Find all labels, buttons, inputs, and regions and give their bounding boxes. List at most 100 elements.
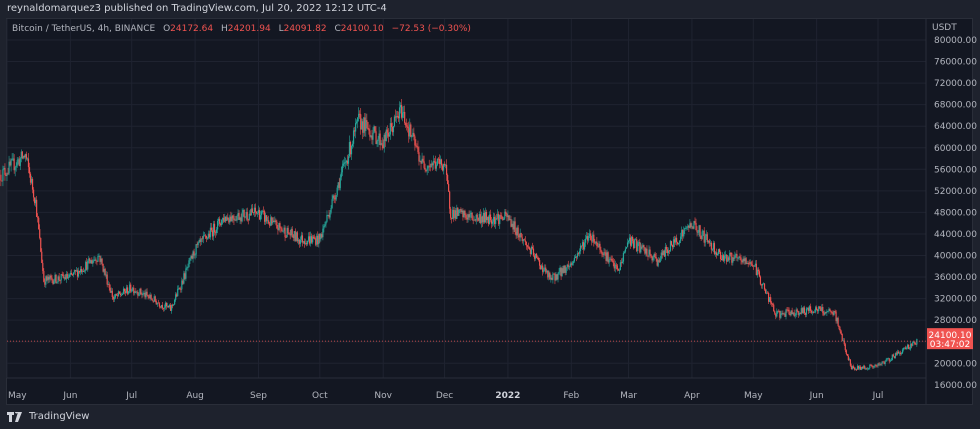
candle-body bbox=[35, 199, 37, 204]
candle-body bbox=[233, 218, 235, 221]
candle-body bbox=[517, 227, 519, 236]
candle-body bbox=[53, 281, 55, 284]
candle-body bbox=[487, 216, 490, 224]
candle-body bbox=[317, 235, 319, 245]
candle-body bbox=[208, 233, 211, 238]
candle-body bbox=[426, 168, 428, 171]
candle-body bbox=[84, 270, 86, 272]
candle-body bbox=[423, 161, 425, 168]
candle-body bbox=[311, 236, 313, 243]
candle-body bbox=[900, 353, 903, 355]
candle-body bbox=[574, 256, 576, 259]
candle-body bbox=[229, 216, 231, 223]
candle-body bbox=[589, 233, 591, 237]
candle-body bbox=[554, 273, 556, 281]
candle-body bbox=[577, 253, 580, 255]
candle-body bbox=[3, 168, 5, 170]
candle-body bbox=[639, 242, 641, 253]
candle-body bbox=[580, 245, 583, 247]
candle-body bbox=[459, 209, 461, 211]
candle-body bbox=[716, 253, 719, 256]
price-tick-label: 72000.00 bbox=[934, 79, 977, 89]
candle-body bbox=[543, 270, 545, 272]
candle-body bbox=[124, 291, 127, 293]
candle-body bbox=[385, 129, 387, 142]
candle-body bbox=[45, 276, 47, 285]
candle-body bbox=[881, 361, 883, 365]
candle-body bbox=[14, 167, 16, 171]
candle-body bbox=[248, 213, 250, 220]
candle-body bbox=[660, 252, 662, 259]
candle-body bbox=[599, 243, 601, 250]
candle-body bbox=[386, 129, 388, 133]
candle-body bbox=[674, 237, 677, 243]
candle-body bbox=[101, 258, 103, 264]
candle-body bbox=[672, 239, 675, 248]
candle-body bbox=[501, 215, 503, 219]
candle-body bbox=[760, 284, 763, 286]
candle-body bbox=[642, 245, 644, 248]
candle-body bbox=[826, 311, 828, 313]
candle-body bbox=[467, 214, 469, 220]
candle-body bbox=[15, 165, 17, 168]
candle-body bbox=[653, 254, 655, 258]
candle-body bbox=[224, 216, 226, 222]
time-tick-label: Dec bbox=[436, 391, 453, 401]
candle-body bbox=[112, 297, 114, 300]
candle-body bbox=[823, 312, 825, 315]
candle-body bbox=[27, 158, 30, 168]
price-tick-label: 44000.00 bbox=[934, 230, 977, 240]
candle-body bbox=[753, 265, 755, 267]
candle-body bbox=[262, 210, 265, 212]
candle-body bbox=[23, 156, 25, 158]
candle-body bbox=[211, 230, 214, 237]
candle-body bbox=[587, 236, 589, 241]
candle-body bbox=[246, 211, 248, 220]
candle-body bbox=[209, 227, 212, 238]
candle-body bbox=[499, 215, 501, 225]
candle-body bbox=[811, 311, 814, 313]
candle-body bbox=[236, 216, 238, 221]
brand-name: TradingView bbox=[29, 411, 90, 422]
candle-body bbox=[729, 253, 731, 260]
candle-body bbox=[627, 240, 630, 243]
candle-body bbox=[507, 215, 509, 218]
candle-body bbox=[17, 159, 19, 161]
candle-body bbox=[787, 309, 789, 311]
tradingview-logo[interactable]: TradingView bbox=[7, 411, 89, 422]
candle-body bbox=[852, 366, 855, 369]
candle-body bbox=[819, 306, 821, 309]
candle-body bbox=[31, 178, 34, 190]
candle-body bbox=[310, 236, 312, 244]
candle-body bbox=[559, 267, 561, 272]
candle-body bbox=[123, 288, 126, 292]
candle-body bbox=[378, 133, 380, 139]
candle-body bbox=[77, 270, 80, 277]
candle-body bbox=[898, 352, 901, 354]
candle-body bbox=[460, 209, 462, 213]
candle-body bbox=[189, 258, 191, 261]
candle-body bbox=[202, 235, 204, 239]
candle-body bbox=[548, 272, 550, 278]
symbol-title[interactable]: Bitcoin / TetherUS, 4h, BINANCE bbox=[12, 24, 156, 34]
candle-body bbox=[335, 195, 337, 200]
candle-body bbox=[546, 270, 548, 273]
candle-body bbox=[732, 257, 734, 263]
candle-body bbox=[289, 233, 291, 236]
candle-body bbox=[608, 259, 610, 263]
candle-body bbox=[597, 246, 599, 247]
candle-body bbox=[614, 264, 616, 269]
candle-body bbox=[655, 256, 657, 259]
candle-body bbox=[172, 304, 174, 306]
candle-body bbox=[403, 111, 405, 113]
candle-body bbox=[46, 276, 48, 281]
candle-body bbox=[187, 266, 189, 268]
candle-body bbox=[790, 310, 792, 315]
high-value: 24201.94 bbox=[227, 24, 271, 34]
candle-body bbox=[75, 270, 78, 272]
candle-body bbox=[443, 164, 446, 166]
candle-body bbox=[143, 292, 145, 294]
candle-body bbox=[625, 246, 628, 249]
candle-body bbox=[309, 236, 311, 244]
